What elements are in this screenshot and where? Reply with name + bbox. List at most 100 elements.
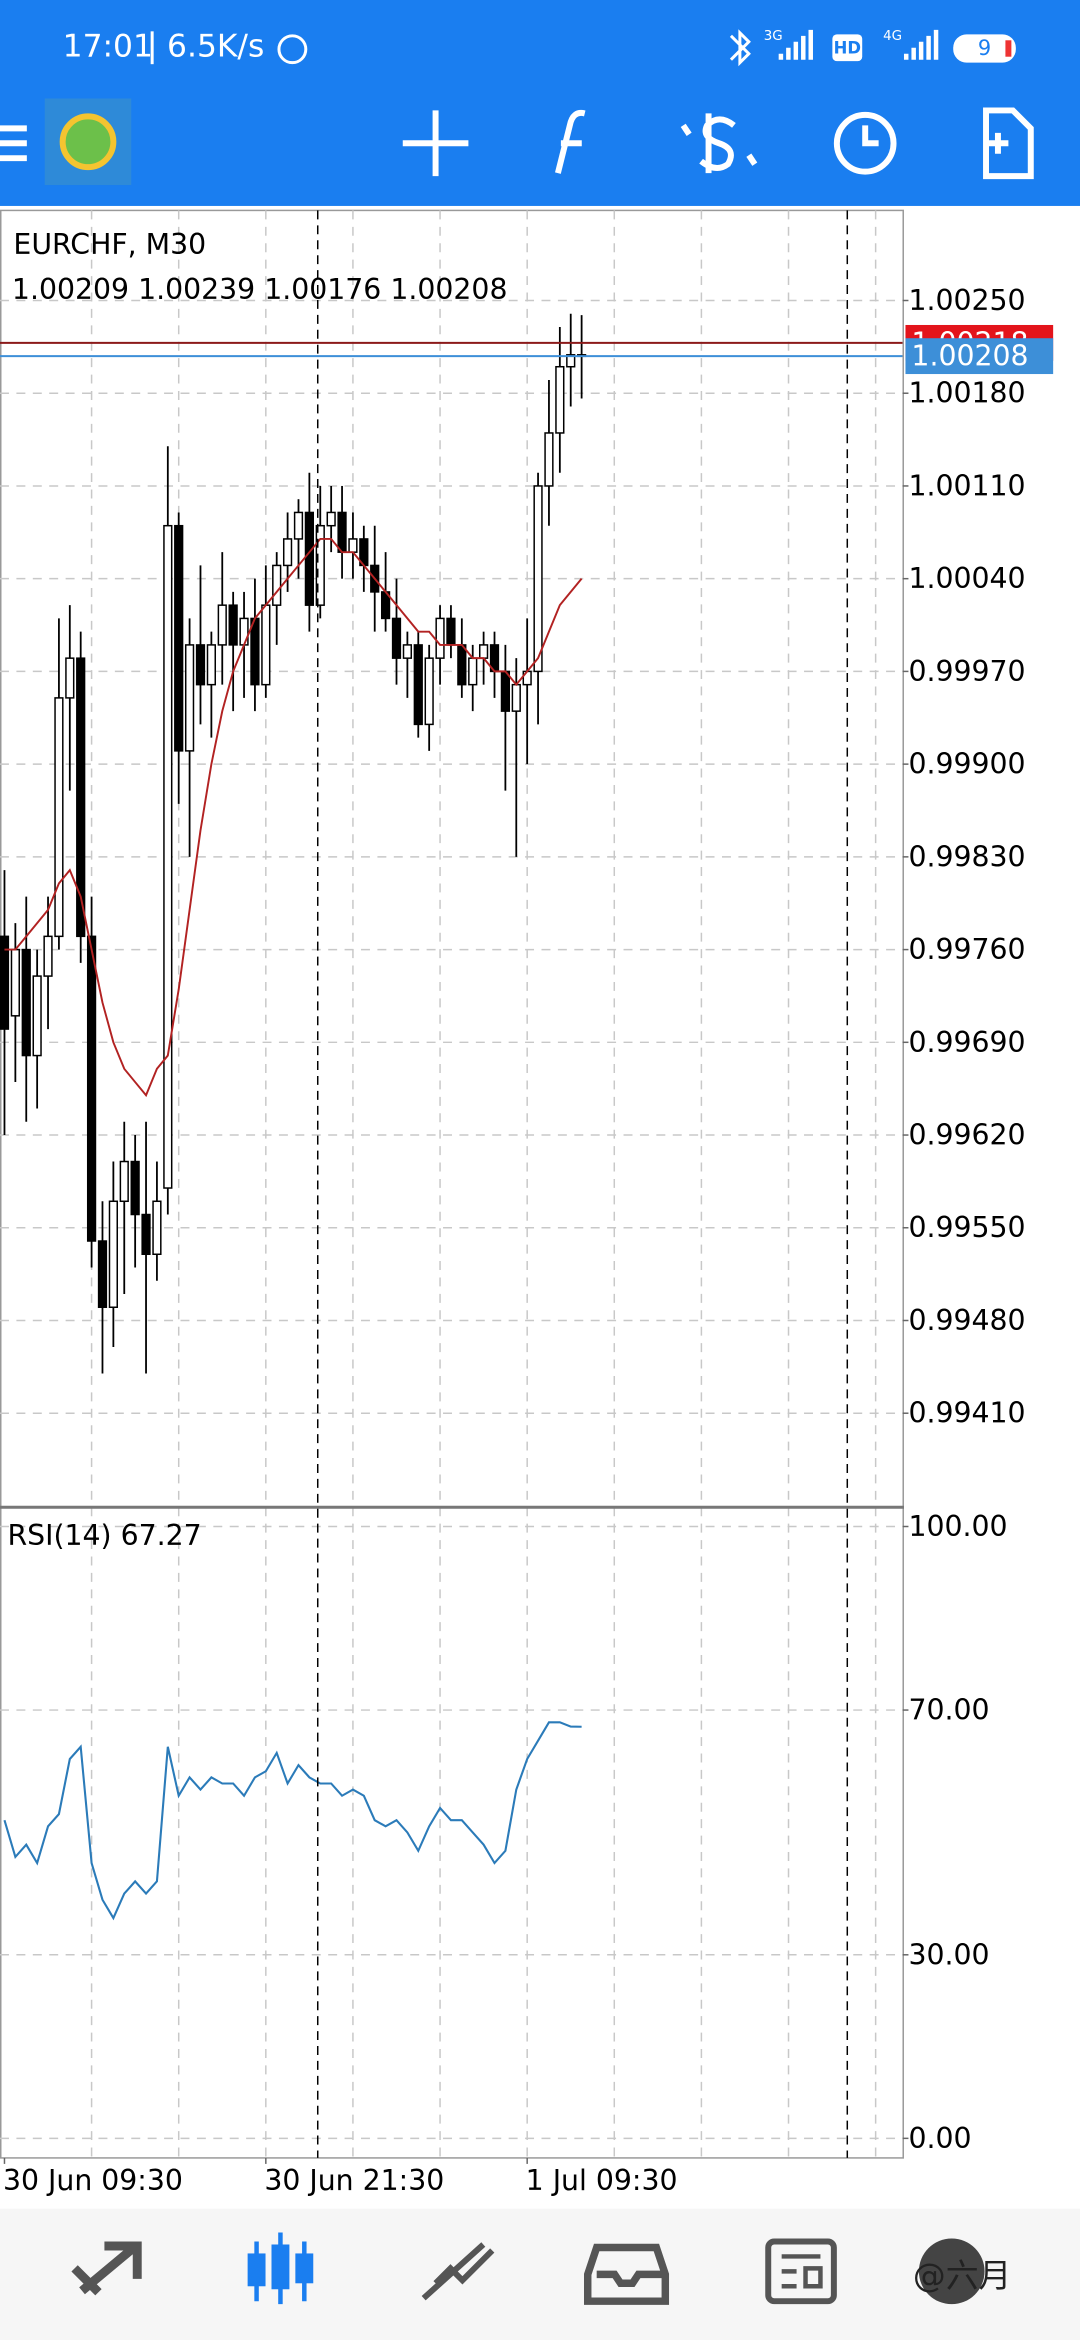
clock-hands (862, 125, 879, 147)
y-tick-label: 0.99830 (908, 840, 1025, 873)
candle-body (130, 1160, 140, 1216)
crosshair-button[interactable] (402, 110, 469, 177)
high-value: 1.00239 (138, 273, 255, 306)
template-button[interactable] (983, 107, 1034, 180)
plot-area (0, 313, 587, 1921)
alarm-icon (277, 34, 308, 65)
rsi-line (3, 1721, 582, 1921)
y-tick-label: 0.99760 (908, 933, 1025, 966)
candle-body (446, 617, 456, 646)
candle-body (228, 604, 238, 646)
y-tick-label: 70.00 (908, 1694, 989, 1727)
moving-average (4, 537, 583, 1098)
rsi-header: RSI(14) 67.27 (7, 1519, 201, 1552)
ohlc-header: 1.00209 1.00239 1.00176 1.00208 (12, 273, 508, 306)
x-tick-label: 30 Jun 21:30 (264, 2164, 444, 2197)
network-label: 4G (883, 29, 902, 44)
top-bar (0, 0, 1080, 206)
y-tick-label: 30.00 (908, 1938, 989, 1971)
candle-body (533, 485, 543, 673)
candle-body (250, 617, 260, 686)
candle-body (391, 617, 402, 659)
candle-body (239, 617, 249, 646)
candle-body (217, 604, 227, 646)
bluetooth-icon (729, 29, 751, 67)
candle-body (435, 617, 445, 659)
app-logo (59, 113, 117, 171)
network-label: 3G (764, 29, 783, 44)
hd-badge (832, 34, 863, 62)
y-tick-label: 0.99410 (908, 1397, 1025, 1430)
candle-body (108, 1200, 118, 1308)
candle-body (511, 683, 521, 712)
candle-body (10, 948, 20, 1017)
chart-tab[interactable] (247, 2253, 266, 2287)
candle-body (315, 524, 325, 606)
bottom-nav (0, 2208, 1080, 2340)
bid-label: 1.00208 (911, 340, 1028, 373)
watermark: @六月 (913, 2257, 1011, 2295)
candle-body (21, 948, 31, 1057)
candle-body (65, 657, 75, 699)
y-tick-label: 0.99970 (908, 655, 1025, 688)
candle-body (0, 935, 10, 1030)
news-tab[interactable] (765, 2238, 837, 2305)
net-speed: 6.5K/s (167, 29, 264, 65)
y-tick-label: 0.00 (908, 2122, 971, 2155)
candle-body (500, 670, 511, 712)
battery-label: 9 (978, 36, 991, 60)
candle-body (261, 604, 271, 686)
candle-body (152, 1200, 162, 1256)
open-value: 1.00209 (12, 273, 129, 306)
indicators-button[interactable] (555, 109, 586, 174)
y-tick-label: 0.99480 (908, 1304, 1025, 1337)
y-tick-label: 0.99900 (908, 748, 1025, 781)
candle-body (43, 935, 53, 977)
candle-body (348, 538, 358, 553)
trade-button[interactable] (680, 113, 758, 174)
y-tick-label: 100.00 (908, 1510, 1007, 1543)
y-tick-label: 0.99690 (908, 1026, 1025, 1059)
chart-tab[interactable] (271, 2244, 290, 2290)
quotes-tab[interactable] (71, 2241, 142, 2296)
close-value: 1.00208 (390, 273, 507, 306)
trade-tab[interactable] (421, 2242, 495, 2301)
x-tick-label: 1 Jul 09:30 (526, 2164, 678, 2197)
y-tick-label: 1.00110 (908, 469, 1025, 502)
signal-icon (778, 29, 813, 60)
candle-body (282, 538, 293, 567)
candle-body (54, 697, 64, 938)
battery-level (1005, 40, 1012, 57)
candle-body (457, 644, 467, 686)
rsi-value: 67.27 (121, 1519, 202, 1552)
clock: 17:01 (63, 29, 153, 65)
low-value: 1.00176 (264, 273, 381, 306)
candle-body (163, 524, 173, 1189)
candle-body (337, 511, 347, 553)
rsi-title: RSI(14) (7, 1519, 111, 1552)
chart-tab[interactable] (295, 2253, 314, 2284)
candle-body (402, 644, 413, 659)
signal-icon (903, 29, 939, 60)
settings-tab[interactable] (918, 2238, 985, 2305)
y-tick-label: 1.00250 (908, 284, 1025, 317)
candle-body (174, 524, 184, 752)
candle-body (326, 511, 336, 527)
period-button[interactable] (833, 111, 897, 175)
candle-body (413, 644, 423, 726)
bid-box (905, 338, 1054, 375)
candle-body (272, 564, 282, 606)
candle-body (141, 1213, 151, 1256)
history-tab[interactable] (584, 2243, 670, 2305)
menu-button[interactable] (0, 125, 27, 162)
candle-body (86, 935, 97, 1242)
separator (150, 31, 154, 65)
candle-body (76, 657, 86, 938)
candle-body (424, 657, 434, 726)
candle-body (184, 644, 195, 752)
candle-body (97, 1240, 108, 1308)
hd-label: HD (834, 39, 861, 58)
candle-body (206, 644, 217, 686)
candle-body (478, 644, 489, 659)
